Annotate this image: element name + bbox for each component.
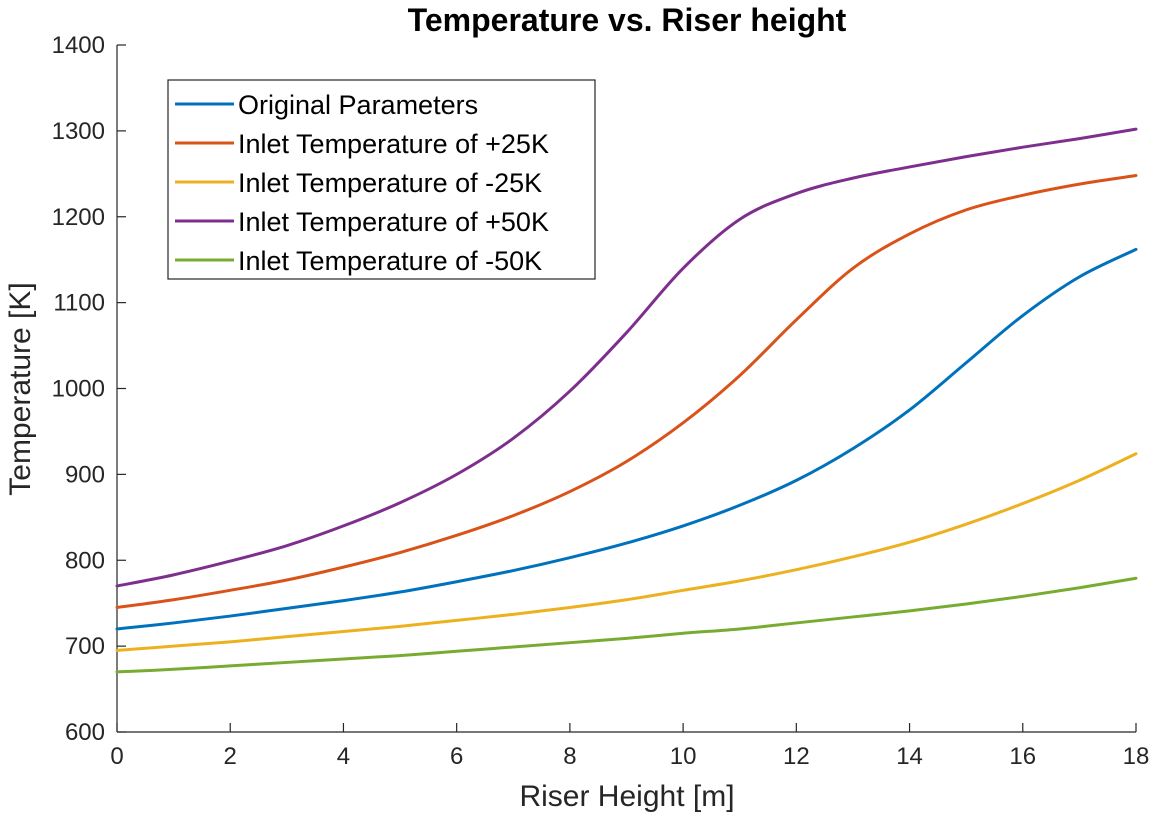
y-tick-label: 1200 [52,204,105,231]
x-tick-label: 4 [337,743,350,770]
x-tick-label: 16 [1009,743,1036,770]
y-tick-label: 1000 [52,376,105,403]
legend-label: Inlet Temperature of +25K [238,129,549,159]
legend-label: Inlet Temperature of -25K [238,168,542,198]
y-tick-label: 900 [65,461,105,488]
series-line-2 [115,174,1138,609]
x-tick-label: 12 [783,743,810,770]
series-layer [115,127,1138,674]
x-tick-label: 6 [450,743,463,770]
y-tick-label: 1300 [52,118,105,145]
y-tick-label: 600 [65,719,105,746]
y-tick-label: 1100 [53,290,105,317]
x-tick-label: 0 [110,743,123,770]
y-tick-label: 700 [65,633,105,660]
legend-label: Inlet Temperature of +50K [238,207,549,237]
series-line-4 [115,127,1138,588]
y-axis-title: Temperature [K] [4,282,37,495]
series-line-1 [115,247,1138,631]
x-tick-label: 2 [224,743,237,770]
x-tick-label: 8 [563,743,576,770]
chart-title: Temperature vs. Riser height [408,2,847,38]
legend-label: Original Parameters [238,90,478,120]
y-tick-label: 1400 [52,32,105,59]
series-line-5 [115,576,1138,674]
legend-label: Inlet Temperature of -50K [238,246,542,276]
y-tick-label: 800 [65,547,105,574]
x-tick-label: 10 [670,743,697,770]
x-axis-title: Riser Height [m] [519,780,734,813]
axes: 0 2 4 6 8 10 12 14 16 18 600 700 800 900 1000 1100 1200 1… [52,32,1150,770]
series-line-3 [115,452,1138,652]
x-tick-label: 18 [1123,743,1150,770]
legend-box [167,79,596,280]
x-tick-label: 14 [896,743,923,770]
legend: Original Parameters Inlet Temperature of … [167,79,596,280]
